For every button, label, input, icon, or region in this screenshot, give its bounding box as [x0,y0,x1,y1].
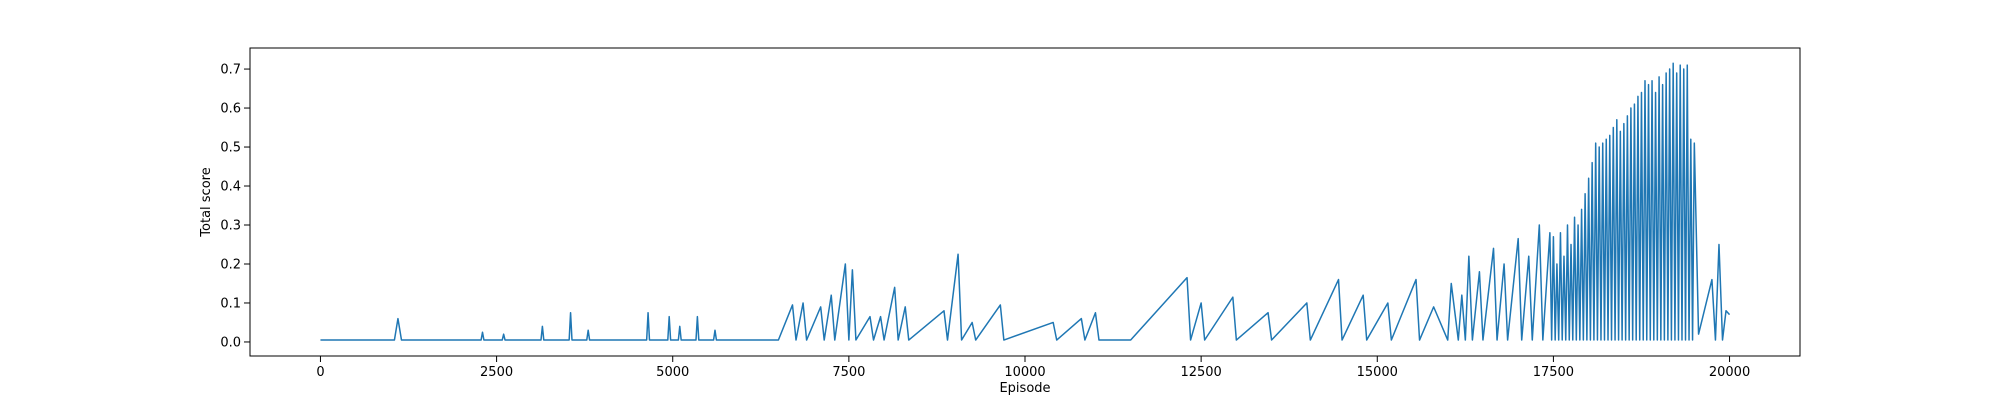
y-tick-label: 0.0 [220,335,241,350]
y-tick-label: 0.1 [220,296,241,311]
x-tick-label: 0 [316,365,324,380]
y-tick-label: 0.6 [220,102,241,117]
x-axis-label: Episode [999,381,1050,396]
y-tick-label: 0.4 [220,180,241,195]
y-tick-label: 0.3 [220,219,241,234]
y-axis-label: Total score [199,167,214,237]
x-tick-label: 17500 [1533,365,1574,380]
plot-frame [249,47,1801,357]
y-tick-label: 0.2 [220,257,241,272]
x-tick-label: 10000 [1004,365,1045,380]
x-tick-label: 20000 [1709,365,1750,380]
x-tick-label: 15000 [1357,365,1398,380]
line [320,62,1731,341]
x-tick-label: 12500 [1180,365,1221,380]
x-tick-label: 2500 [480,365,513,380]
x-tick-label: 5000 [656,365,689,380]
y-tick-label: 0.7 [220,63,241,78]
y-tick-label: 0.5 [220,141,241,156]
x-tick-label: 7500 [832,365,865,380]
